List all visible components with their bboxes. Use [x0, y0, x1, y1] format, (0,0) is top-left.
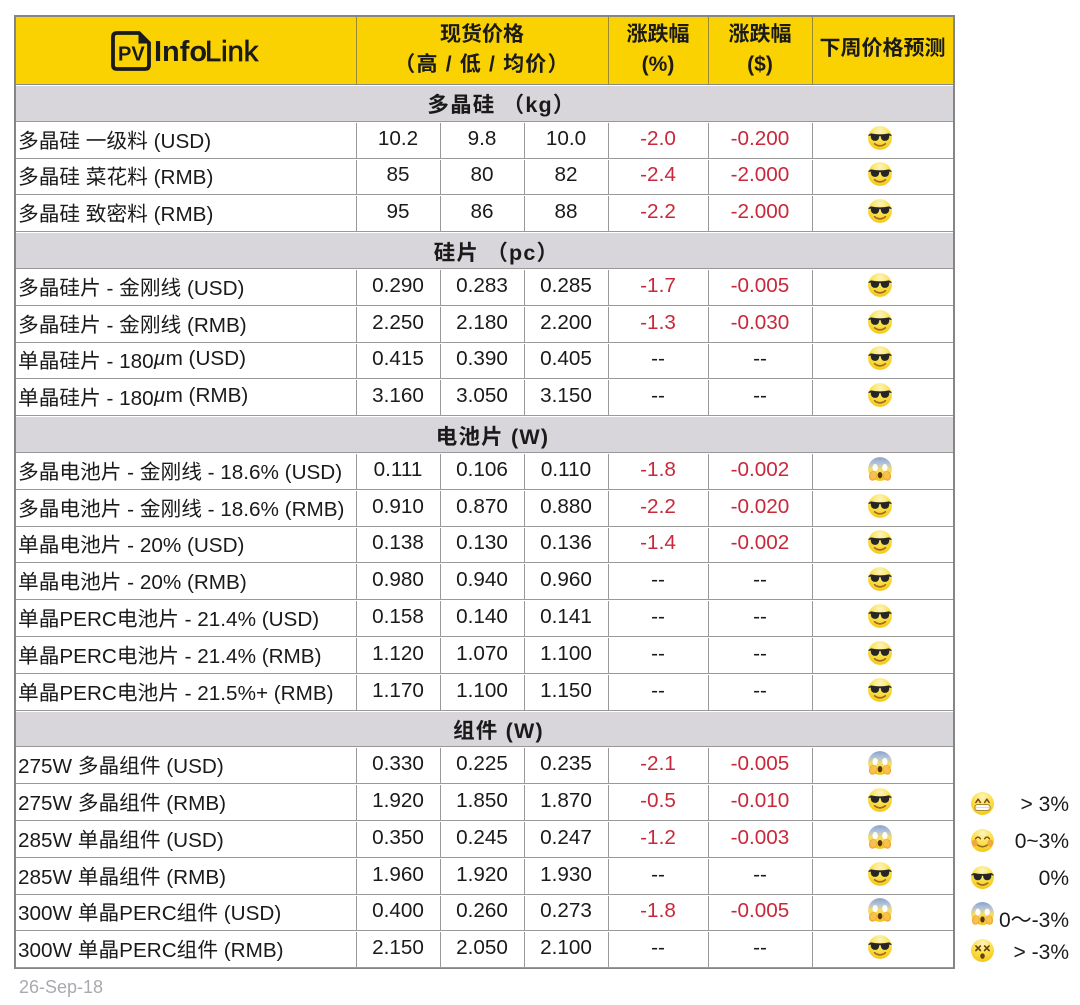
svg-text:Link: Link [205, 36, 259, 68]
svg-text:PV: PV [118, 44, 145, 66]
svg-text:Info: Info [154, 36, 207, 68]
